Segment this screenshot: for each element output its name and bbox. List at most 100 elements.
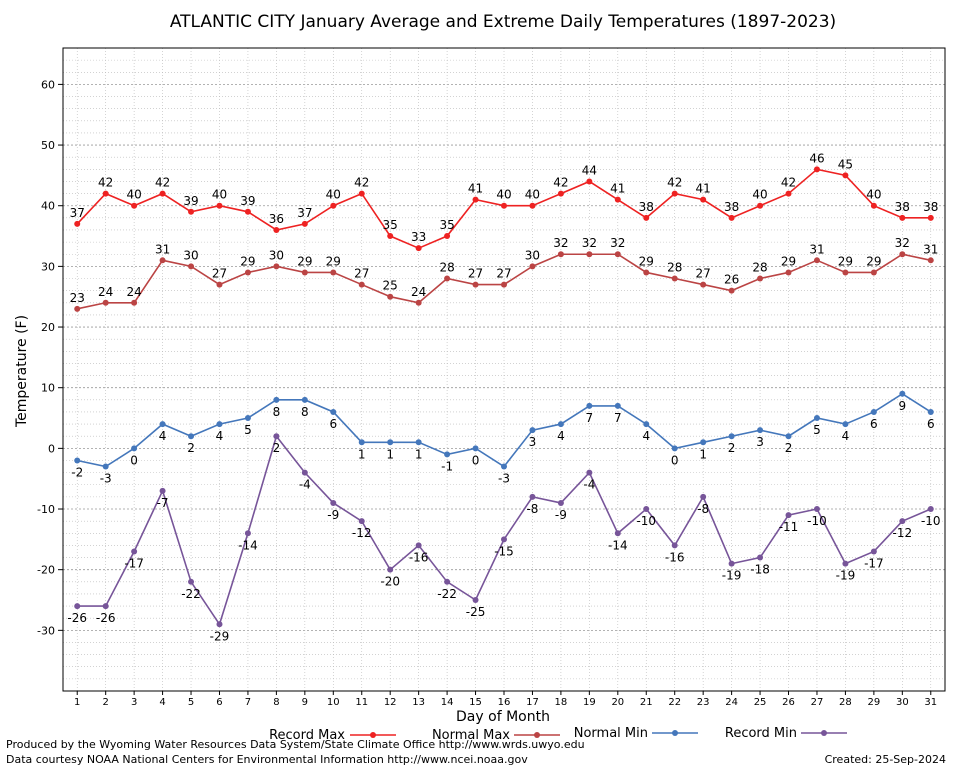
x-tick-label: 28 [839,697,852,708]
data-point [444,578,451,585]
data-point [927,214,934,221]
data-label: 4 [159,429,167,443]
data-label: -22 [437,587,457,601]
x-tick-label: 8 [273,697,279,708]
data-label: 24 [126,285,141,299]
data-label: 32 [582,236,597,250]
data-point [301,469,308,476]
data-point [899,390,906,397]
series-record-max: 37 42 40 42 39 40 39 36 37 40 42 35 33 35 41 40 40 42 44 41… [70,151,938,252]
data-point [529,202,536,209]
x-tick-label: 12 [384,697,397,708]
data-point [472,196,479,203]
data-label: 3 [529,435,537,449]
data-label: 42 [354,176,369,190]
legend-marker [534,732,540,738]
data-point [102,463,109,470]
data-label: 38 [724,200,739,214]
data-point [899,214,906,221]
data-label: -26 [96,611,116,625]
data-point [74,457,81,464]
data-label: 32 [553,236,568,250]
data-label: 39 [240,194,255,208]
data-label: 28 [667,261,682,275]
data-label: 30 [269,248,284,262]
data-point [586,469,593,476]
data-label: -25 [466,605,486,619]
y-tick-label: -10 [37,503,55,516]
legend-item-normal-min: Normal Min [574,726,698,741]
data-point [927,257,934,264]
y-tick-label: 30 [41,260,55,273]
data-point [813,415,820,422]
x-tick-label: 30 [896,697,909,708]
data-label: -16 [665,550,685,564]
x-axis-label: Day of Month [456,709,550,725]
data-label: -7 [157,496,169,510]
data-point [273,226,280,233]
data-label: -15 [494,544,514,558]
data-point [415,542,422,549]
data-point [614,402,621,409]
data-point [216,281,223,288]
data-point [387,439,394,446]
y-tick-label: 50 [41,139,55,152]
y-axis-label: Temperature (F) [14,315,30,428]
data-point [102,299,109,306]
y-tick-label: 40 [41,200,55,213]
data-point [74,603,81,610]
data-point [785,512,792,519]
data-point [415,299,422,306]
data-label: 5 [244,423,252,437]
legend-label: Record Max [269,728,345,743]
data-label: -2 [71,465,83,479]
data-point [757,275,764,282]
data-label: 46 [809,151,824,165]
data-point [102,603,109,610]
data-label: -3 [100,472,112,486]
data-label: -14 [238,538,258,552]
data-label: 3 [756,435,764,449]
data-point [671,445,678,452]
data-label: 40 [752,188,767,202]
data-point [643,214,650,221]
data-point [870,269,877,276]
data-label: -16 [409,550,429,564]
data-label: 35 [439,218,454,232]
data-point [757,427,764,434]
data-label: 31 [809,242,824,256]
data-point [159,487,166,494]
data-point [301,269,308,276]
data-point [131,299,138,306]
legend: Record Max Normal Max Normal Min Record Min [269,726,847,743]
y-tick-label: 20 [41,321,55,334]
x-tick-label: 29 [868,697,881,708]
data-label: 42 [155,176,170,190]
data-label: 5 [813,423,821,437]
data-point [358,518,365,525]
data-point [131,445,138,452]
data-point [700,196,707,203]
x-tick-label: 1 [74,697,80,708]
data-label: 26 [724,273,739,287]
data-point [244,530,251,537]
x-tick-label: 11 [355,697,368,708]
data-point [899,518,906,525]
data-label: 6 [870,417,878,431]
data-point [700,493,707,500]
data-label: -12 [352,526,372,540]
data-point [216,621,223,628]
x-tick-label: 19 [583,697,596,708]
footer-data-courtesy: Data courtesy NOAA National Centers for … [6,753,528,766]
data-point [757,202,764,209]
data-point [586,251,593,258]
data-point [330,269,337,276]
data-label: 30 [183,248,198,262]
legend-item-record-max: Record Max [269,728,396,743]
x-tick-label: 25 [754,697,767,708]
data-label: 28 [439,261,454,275]
data-point [131,202,138,209]
data-label: 29 [866,254,881,268]
data-label: 8 [273,405,281,419]
